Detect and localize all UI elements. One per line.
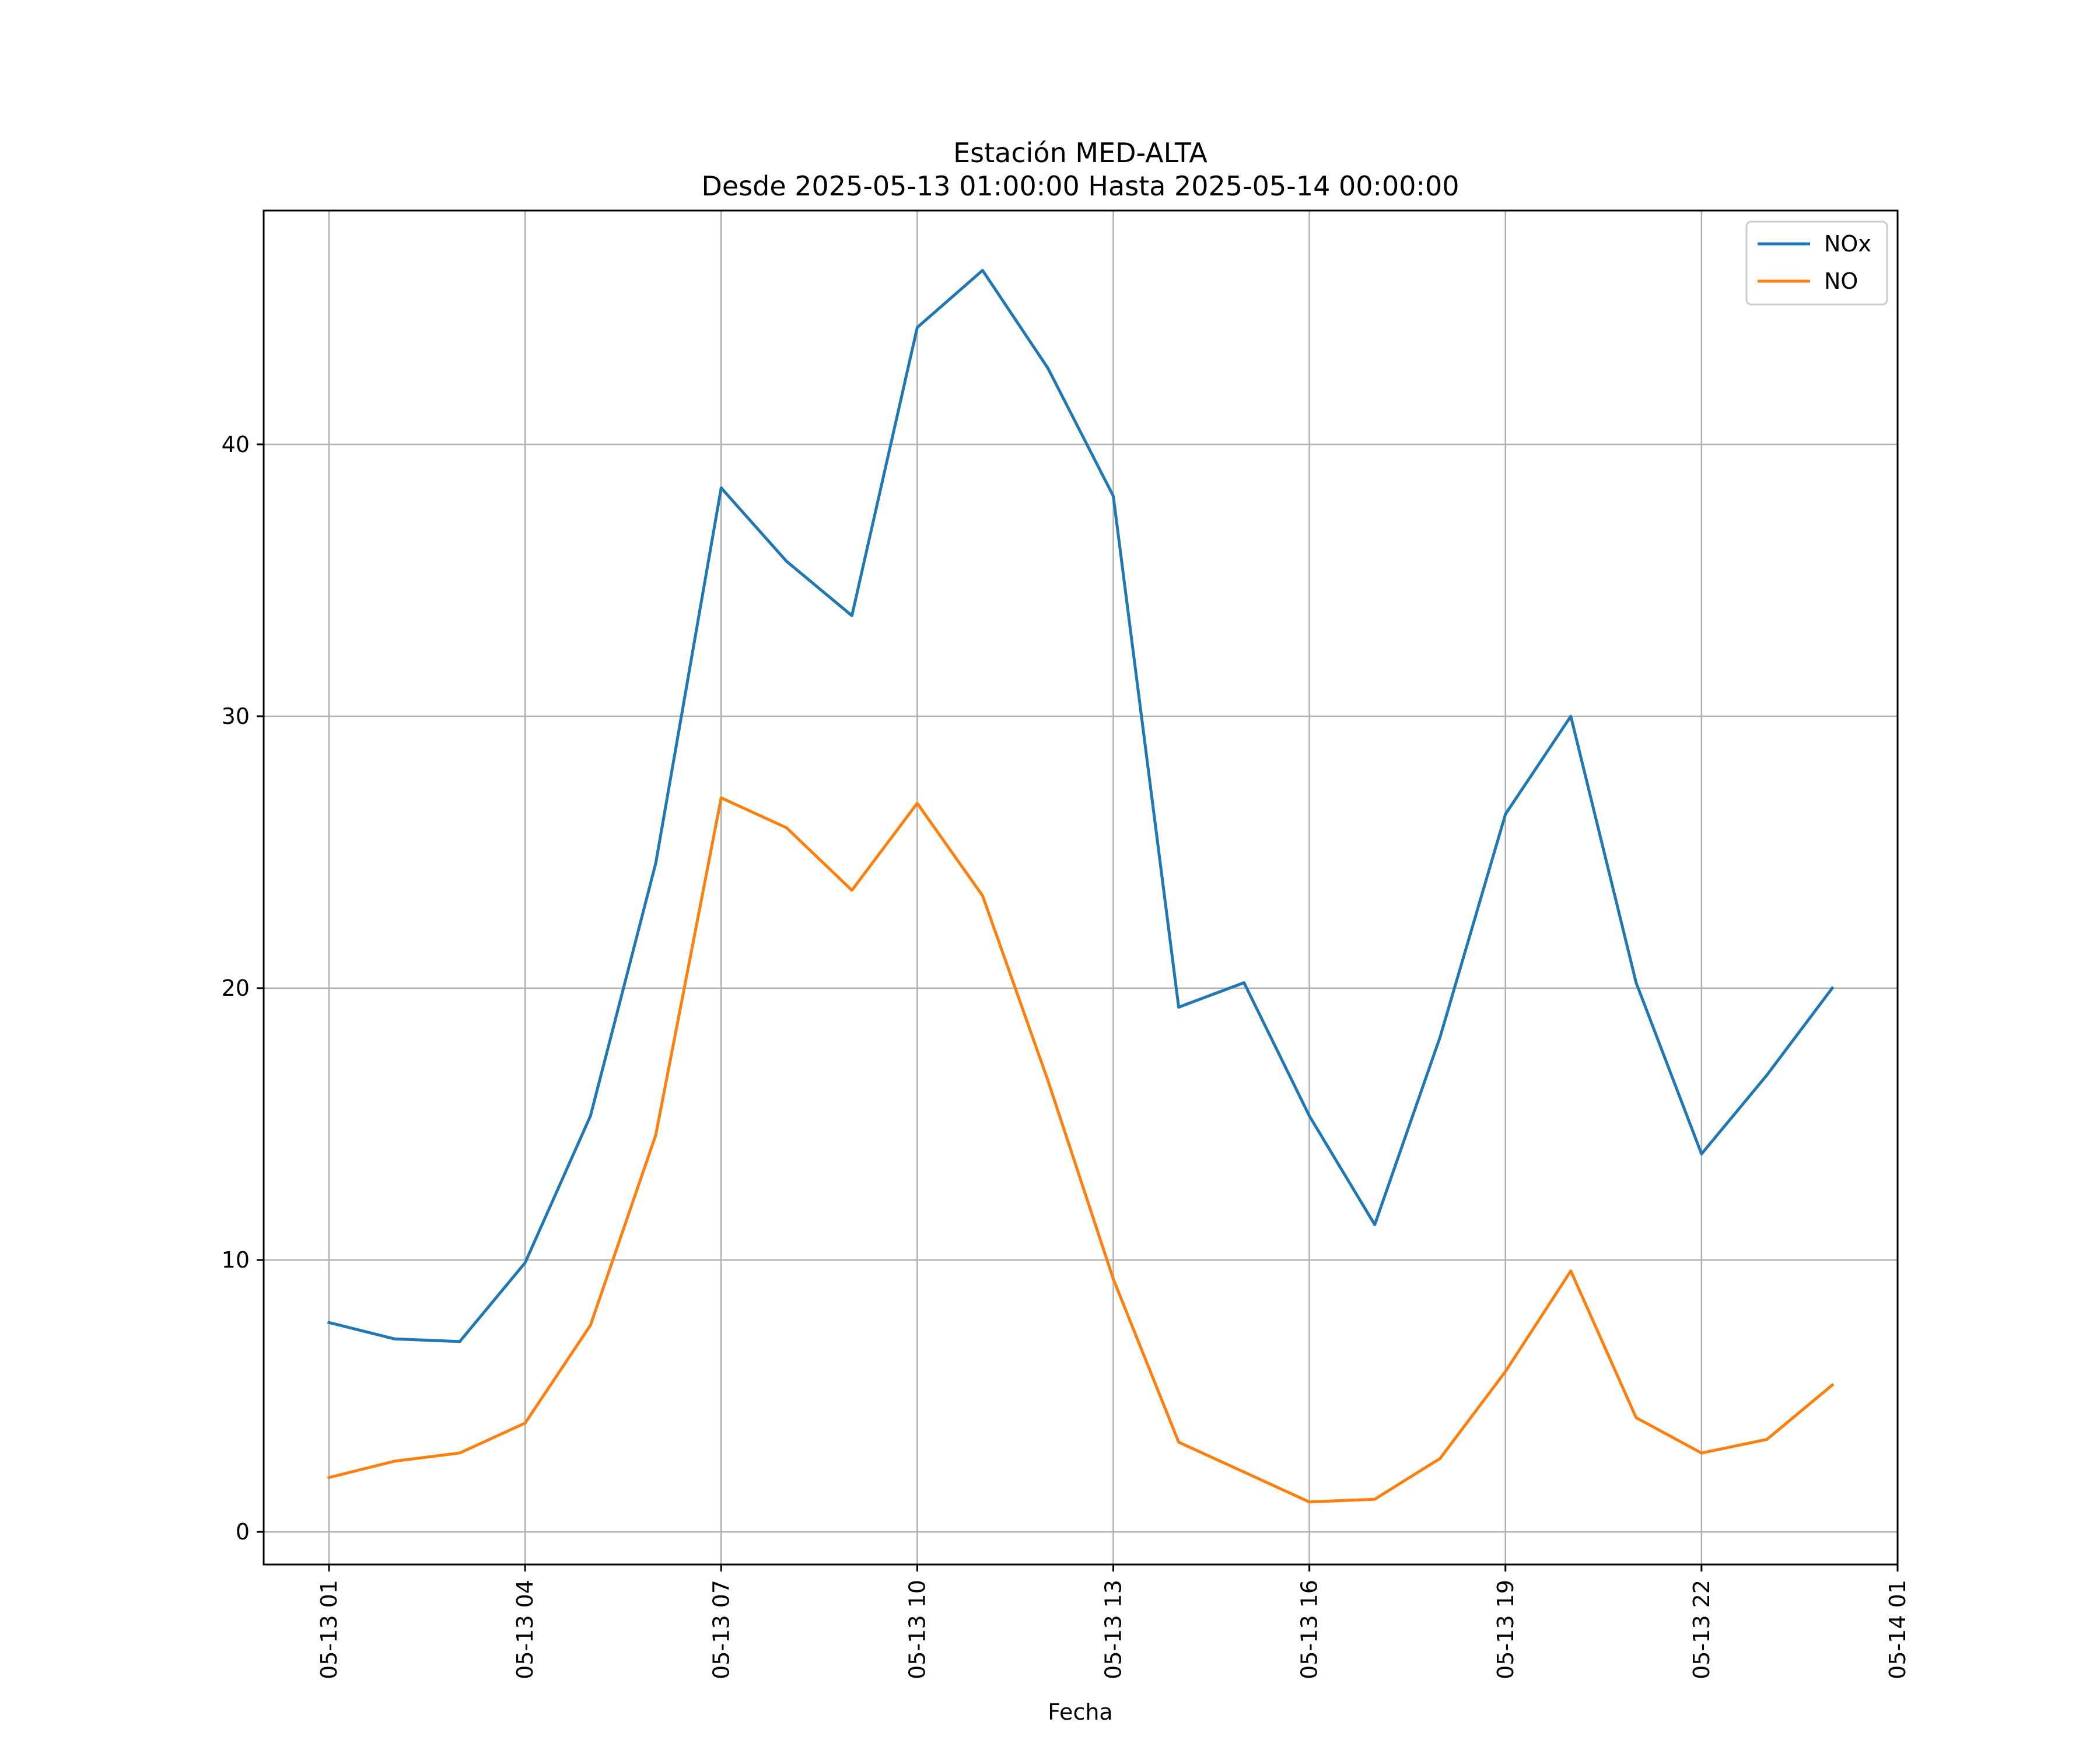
x-tick-label: 05-13 04	[512, 1580, 538, 1679]
x-tick-label: 05-13 16	[1297, 1580, 1322, 1679]
legend-label-nox: NOx	[1824, 231, 1871, 257]
x-tick-label: 05-13 10	[904, 1580, 930, 1679]
plot-frame	[262, 209, 1899, 1566]
y-tick-label: 30	[222, 704, 250, 729]
x-tick-label: 05-13 22	[1689, 1580, 1714, 1679]
x-axis-label: Fecha	[1048, 1699, 1112, 1725]
chart-subtitle: Desde 2025-05-13 01:00:00 Hasta 2025-05-…	[701, 170, 1459, 202]
y-tick-label: 0	[236, 1519, 250, 1545]
x-tick-label: 05-13 01	[316, 1580, 342, 1679]
x-tick-label: 05-14 01	[1885, 1580, 1910, 1679]
y-tick-label: 40	[222, 432, 250, 457]
legend-label-no: NO	[1824, 268, 1858, 294]
grid-lines	[264, 211, 1899, 1564]
x-tick-label: 05-13 13	[1101, 1580, 1126, 1679]
y-tick-label: 20	[222, 975, 250, 1001]
x-tick-label: 05-13 19	[1493, 1580, 1518, 1679]
series-line-no	[327, 796, 1835, 1504]
series-lines	[327, 269, 1835, 1504]
chart-title: Estación MED-ALTA	[953, 137, 1208, 169]
y-axis: 0 10 20 30 40	[222, 432, 264, 1545]
x-axis: 05-13 01 05-13 04 05-13 07 05-13 10 05-13 13…	[316, 1564, 1910, 1679]
series-line-nox	[327, 269, 1835, 1343]
legend: NOx NO	[1745, 220, 1888, 306]
y-tick-label: 10	[222, 1247, 250, 1273]
x-tick-label: 05-13 07	[708, 1580, 734, 1679]
